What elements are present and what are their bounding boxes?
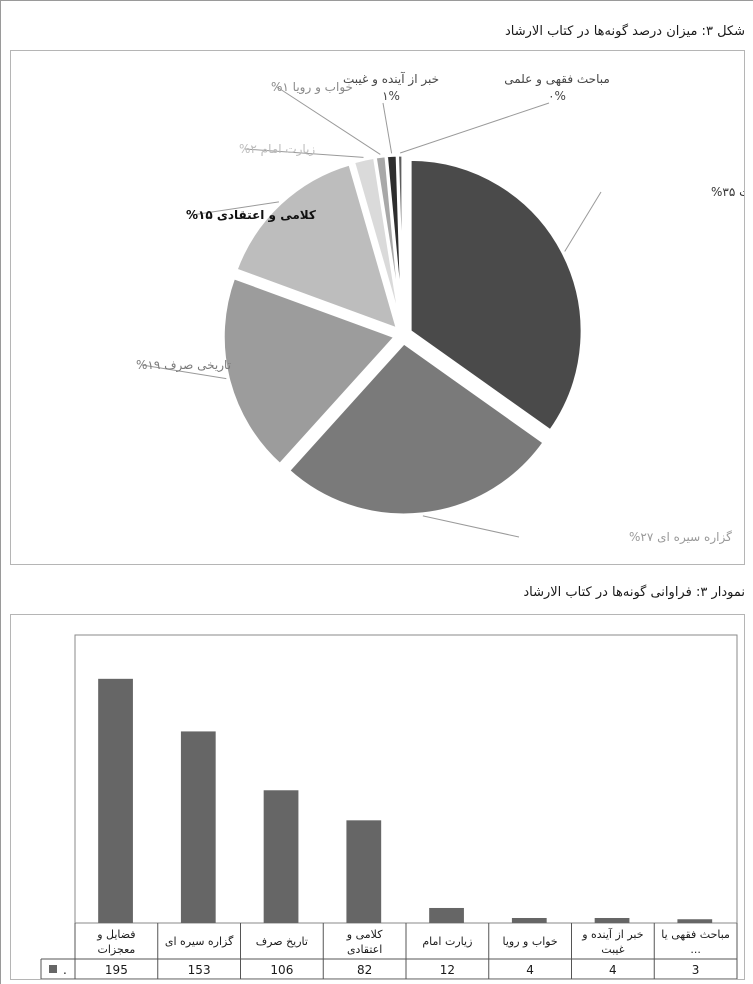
pie-slice-percent: ۱%: [382, 89, 400, 103]
bar-chart-area: فضایل و معجزات گزاره سیره ای تاریخ صرف کلامی…: [10, 614, 745, 980]
bar: [429, 907, 464, 923]
pie-leader-line: [276, 86, 381, 155]
value-label: 3: [692, 963, 700, 977]
legend-swatch: [49, 965, 57, 973]
value-label: 12: [440, 963, 455, 977]
pie-leader-line: [191, 201, 279, 216]
bar: [346, 820, 382, 923]
pie-caption: شکل ۳: میزان درصد گونه‌ها در کتاب الارشا…: [504, 24, 745, 39]
bar: [263, 790, 299, 923]
pie-slice: [234, 162, 400, 332]
pie-slice-label: مباحث فقهی و علمی: [504, 72, 610, 87]
category-label: کلامی و: [346, 928, 383, 941]
legend-label: .: [63, 963, 67, 977]
pie-slice-percent: ۰%: [548, 89, 566, 103]
bar: [511, 917, 547, 923]
value-label: 4: [526, 963, 534, 977]
pie-chart-area: فضایل و معجزات ۳۵% گزاره سیره ای ۲۷% تاریخ…: [10, 50, 745, 565]
pie-slice-label: تاریخی صرف ۱۹%: [136, 358, 231, 373]
pie-chart: فضایل و معجزات ۳۵% گزاره سیره ای ۲۷% تاریخ…: [136, 71, 744, 545]
bar: [98, 678, 133, 923]
pie-slice-label: خبر از آینده و غیبت: [343, 71, 439, 87]
pie-slice-label: گزاره سیره ای ۲۷%: [629, 530, 732, 545]
bar: [677, 919, 713, 923]
category-label: گزاره سیره ای: [165, 935, 234, 948]
plot-frame: [74, 634, 738, 924]
bar: [594, 917, 630, 923]
bar-chart: فضایل و معجزات گزاره سیره ای تاریخ صرف کلامی…: [40, 634, 738, 979]
bar: [180, 731, 216, 923]
pie-slice: [395, 153, 405, 328]
pie-leader-line: [422, 515, 520, 538]
pie-leader-line: [141, 364, 227, 380]
category-label: تاریخ صرف: [256, 935, 308, 948]
category-label: خواب و رویا: [503, 935, 558, 948]
pie-slice: [408, 157, 584, 433]
category-label: زیارت امام: [422, 935, 472, 948]
value-label: 153: [188, 963, 211, 977]
category-label: ...: [690, 943, 701, 956]
category-label: مباحث فقهی یا: [661, 928, 730, 941]
category-label: معجزات: [97, 943, 135, 956]
pie-slice-label: زیارت امام ۲%: [239, 142, 315, 157]
pie-slice: [221, 275, 398, 467]
category-label: اعتقادی: [347, 943, 382, 956]
bar-caption: نمودار ۳: فراوانی گونه‌ها در کتاب الارشا…: [523, 585, 745, 600]
pie-leader-line: [244, 148, 364, 158]
pie-slice-label: کلامی و اعتقادی ۱۵%: [186, 208, 316, 223]
value-label: 195: [105, 963, 128, 977]
pie-leader-line: [382, 102, 393, 154]
value-label: 82: [357, 963, 372, 977]
value-label: 4: [609, 963, 617, 977]
pie-slice-label: خواب و رویا ۱%: [271, 80, 353, 95]
pie-slice: [286, 340, 547, 517]
pie-slice-label: فضایل و معجزات ۳۵%: [711, 185, 744, 200]
category-label: غیبت: [601, 943, 624, 956]
category-label: فضایل و: [96, 928, 135, 941]
value-label: 106: [270, 963, 293, 977]
pie-leader-line: [399, 102, 550, 154]
pie-leader-line: [564, 191, 602, 252]
category-label: خبر از آینده و: [581, 927, 643, 941]
